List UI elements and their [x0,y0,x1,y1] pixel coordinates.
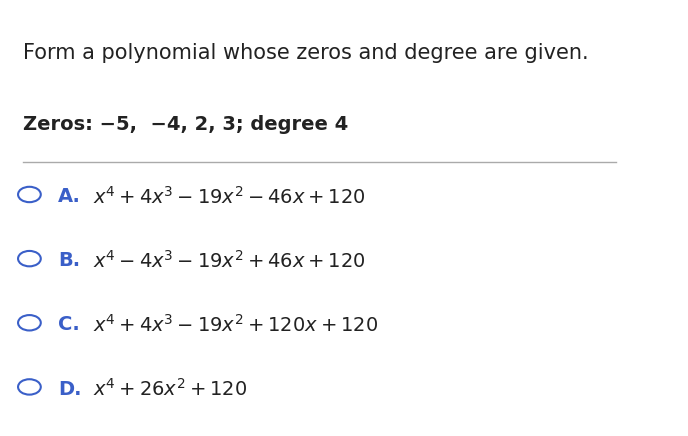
Text: $x^4 + 26x^2 + 120$: $x^4 + 26x^2 + 120$ [93,378,247,400]
Text: B.: B. [58,251,80,270]
Text: A.: A. [58,187,80,206]
Text: $x^4 + 4x^3 - 19x^2 + 120x + 120$: $x^4 + 4x^3 - 19x^2 + 120x + 120$ [93,314,378,336]
Text: Zeros: −5,  −4, 2, 3; degree 4: Zeros: −5, −4, 2, 3; degree 4 [23,116,348,134]
Text: Form a polynomial whose zeros and degree are given.: Form a polynomial whose zeros and degree… [23,43,589,63]
Text: $x^4 - 4x^3 - 19x^2 + 46x + 120$: $x^4 - 4x^3 - 19x^2 + 46x + 120$ [93,250,365,272]
Text: D.: D. [58,380,81,399]
Text: $x^4 + 4x^3 - 19x^2 - 46x + 120$: $x^4 + 4x^3 - 19x^2 - 46x + 120$ [93,186,365,208]
Text: C.: C. [58,315,80,334]
